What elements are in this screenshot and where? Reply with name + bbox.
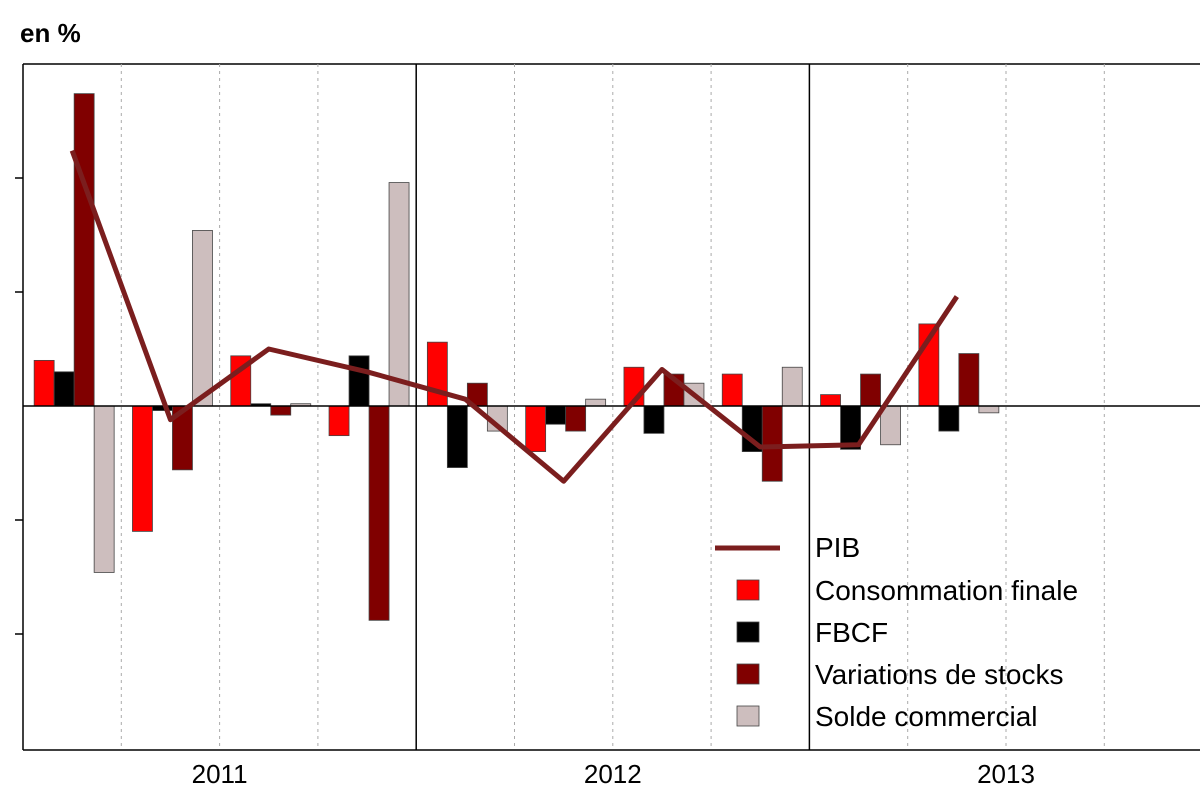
bar (525, 405, 547, 452)
bar (860, 373, 881, 407)
bar (643, 405, 665, 434)
bar (958, 353, 980, 407)
legend-label: PIB (815, 532, 860, 563)
bar (585, 398, 607, 407)
bar (781, 366, 803, 407)
legend-label: FBCF (815, 617, 888, 648)
bar (33, 359, 55, 407)
legend-label: Variations de stocks (815, 659, 1064, 690)
bar (192, 230, 213, 407)
bar (93, 405, 115, 573)
bar (53, 371, 75, 407)
bar (446, 405, 468, 468)
bar (938, 405, 960, 432)
legend-label: Consommation finale (815, 575, 1078, 606)
legend-label: Solde commercial (815, 701, 1038, 732)
bar (978, 405, 1000, 414)
bar (388, 182, 410, 407)
bar (820, 394, 841, 407)
unit-label: en % (20, 18, 81, 48)
bar (368, 405, 390, 621)
legend-swatch (736, 621, 760, 643)
bar (270, 405, 292, 416)
bar (132, 405, 153, 532)
bar (348, 355, 370, 407)
x-tick-label: 2011 (192, 759, 248, 789)
legend-swatch (736, 705, 760, 727)
bar (328, 405, 350, 437)
bar (545, 405, 567, 425)
bar (761, 405, 783, 482)
bar (880, 405, 901, 446)
bar (73, 93, 95, 407)
x-tick-label: 2012 (584, 759, 642, 789)
bar (721, 373, 743, 407)
x-tick-label: 2013 (977, 759, 1035, 789)
legend-swatch (736, 579, 760, 601)
pib-line (69, 149, 959, 484)
legend-swatch (736, 663, 760, 685)
bar (565, 405, 587, 432)
bar (426, 341, 448, 407)
